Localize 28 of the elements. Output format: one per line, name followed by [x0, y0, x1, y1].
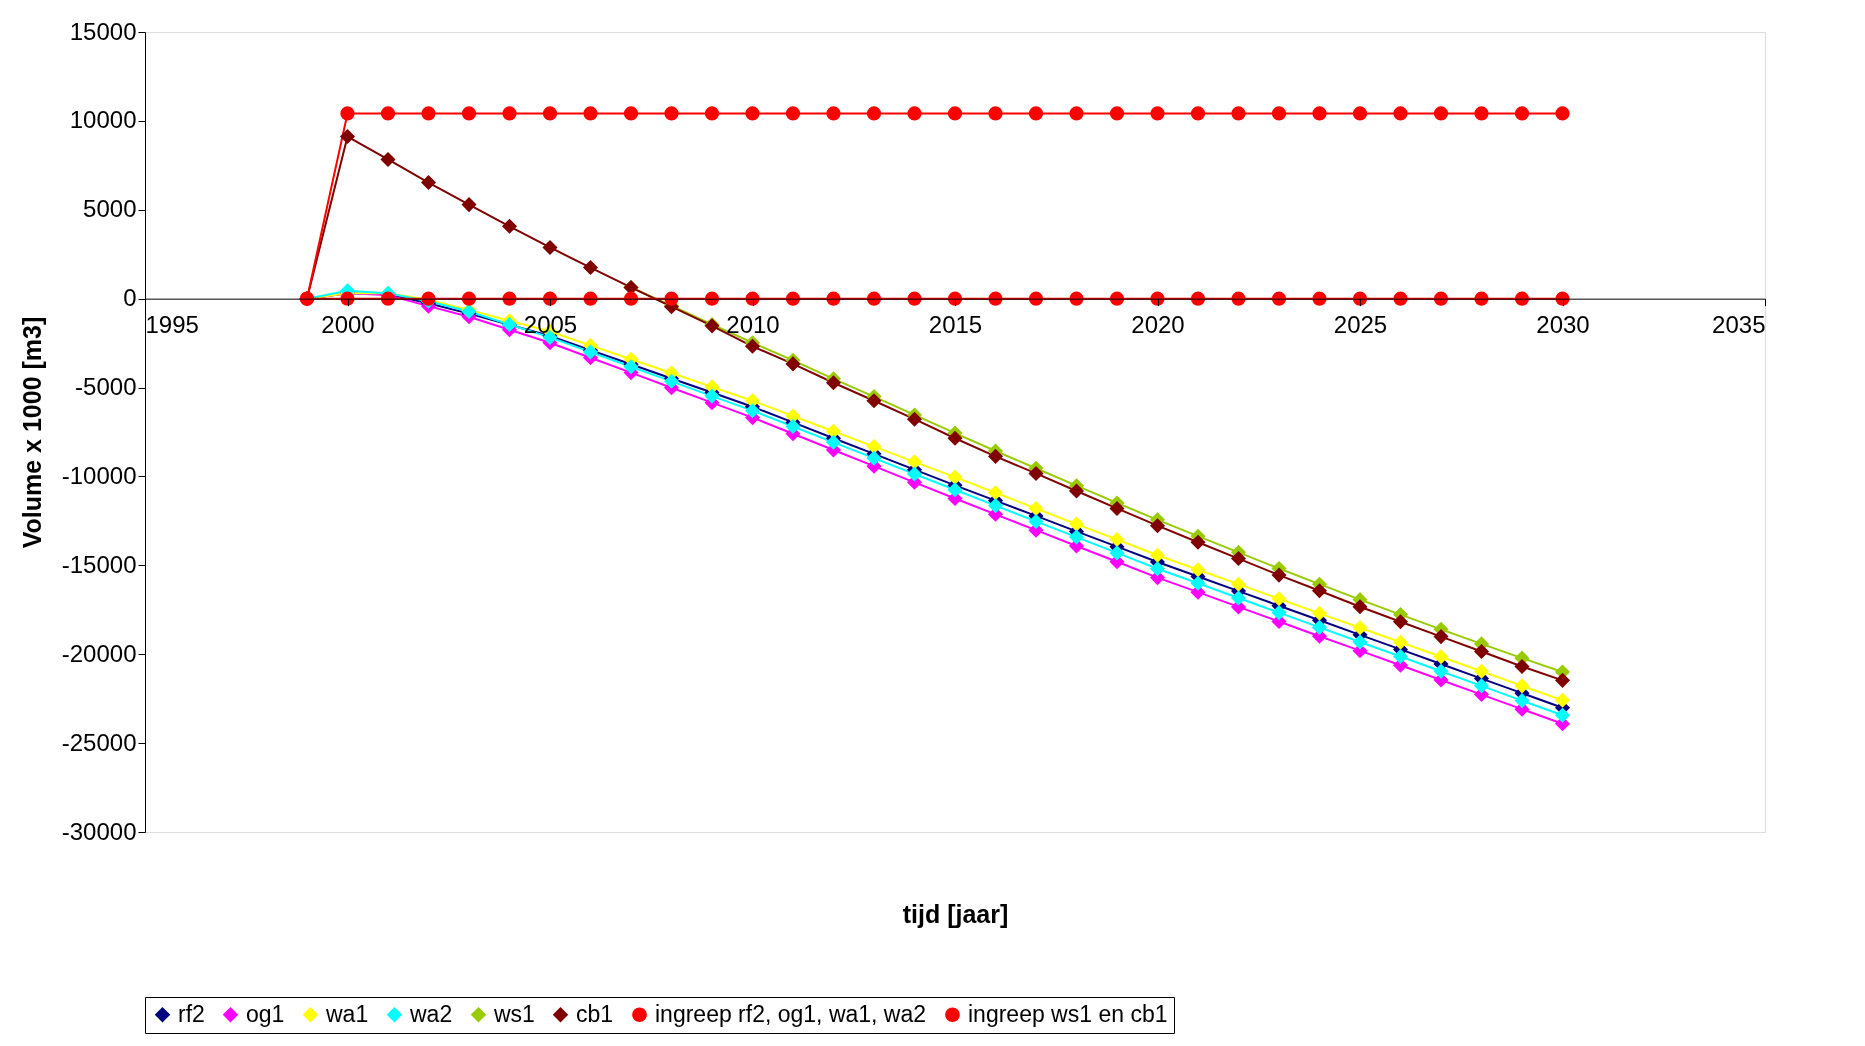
y-tick-label: -15000 — [61, 550, 137, 578]
y-tick-label: -25000 — [61, 728, 137, 756]
x-tick-label: 2015 — [928, 311, 983, 339]
x-tick-label: 2025 — [1333, 311, 1388, 339]
y-tick-label: 0 — [123, 284, 137, 312]
y-tick-label: -20000 — [61, 639, 137, 667]
x-tick-label: 2000 — [321, 311, 375, 339]
y-tick-label: 10000 — [69, 106, 137, 134]
y-tick-label: -30000 — [61, 817, 137, 845]
y-tick-label: 15000 — [69, 17, 137, 45]
legend-label: wa1 — [325, 1000, 369, 1027]
legend-label: ingreep rf2, og1, wa1, wa2 — [655, 1000, 927, 1027]
x-tick-label: 2030 — [1536, 311, 1590, 339]
legend-label: cb1 — [576, 1000, 614, 1027]
legend-label: wa2 — [409, 1000, 453, 1027]
legend-label: ws1 — [493, 1000, 535, 1027]
y-tick-label: 5000 — [83, 195, 137, 223]
legend-label: og1 — [246, 1000, 285, 1027]
legend-label: rf2 — [178, 1000, 205, 1027]
y-axis-title: Volume x 1000 [m3] — [17, 316, 46, 549]
y-tick-label: -10000 — [61, 461, 137, 489]
x-tick-label: 2020 — [1131, 311, 1185, 339]
x-tick-label: 1995 — [145, 311, 199, 339]
legend-label: ingreep ws1 en cb1 — [968, 1000, 1168, 1027]
x-tick-label: 2035 — [1712, 311, 1766, 339]
y-tick-label: -5000 — [75, 373, 137, 401]
x-axis-title: tijd [jaar] — [902, 899, 1009, 928]
x-tick-label: 2010 — [726, 311, 780, 339]
